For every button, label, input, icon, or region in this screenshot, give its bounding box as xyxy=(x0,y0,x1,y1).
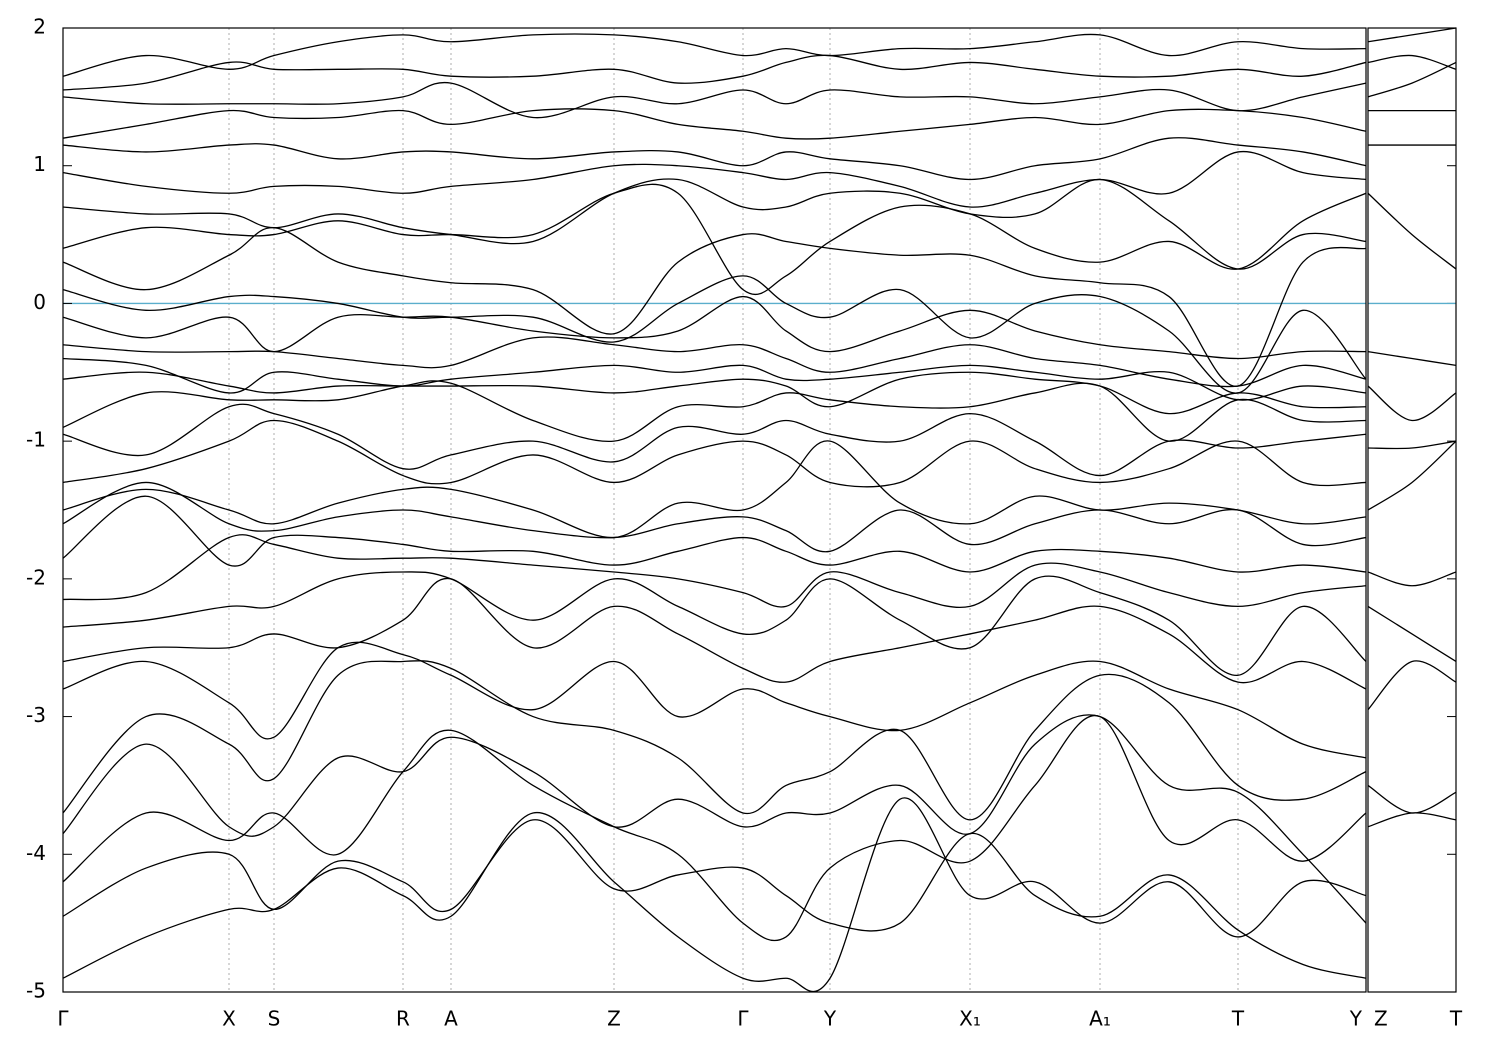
band-line xyxy=(62,380,1367,443)
band-line xyxy=(62,357,1367,401)
band-line xyxy=(62,578,1367,690)
band-line xyxy=(62,183,1367,296)
x-tick-label: Γ xyxy=(57,1007,69,1031)
x-tick-label: Y xyxy=(823,1007,837,1031)
y-tick-label: 2 xyxy=(33,15,46,39)
band-line xyxy=(62,33,1367,77)
x-tick-label: Z xyxy=(1374,1007,1388,1031)
y-tick-label: -1 xyxy=(26,428,46,452)
band-line xyxy=(62,295,1367,360)
band-line xyxy=(1367,440,1457,450)
band-line xyxy=(62,495,1367,573)
band-line xyxy=(1367,660,1457,711)
x-tick-label: R xyxy=(396,1007,410,1031)
band-line xyxy=(62,419,1367,488)
band-line xyxy=(62,108,1367,140)
x-tick-label: Y xyxy=(1349,1007,1363,1031)
x-tick-label: A₁ xyxy=(1089,1007,1111,1031)
band-line xyxy=(62,150,1367,208)
y-tick-label: 1 xyxy=(33,152,46,176)
band-line xyxy=(62,371,1367,415)
plot-frame xyxy=(1367,27,1457,993)
band-line xyxy=(1367,192,1457,270)
y-tick-label: -2 xyxy=(26,565,46,589)
x-tick-label: T xyxy=(1449,1007,1463,1031)
band-line xyxy=(62,137,1367,181)
plot-frame xyxy=(62,27,1367,993)
band-line xyxy=(62,403,1367,477)
band-line xyxy=(1367,350,1457,367)
x-tick-label: X xyxy=(222,1007,236,1031)
band-line xyxy=(62,336,1367,388)
band-line xyxy=(62,481,1367,553)
band-line xyxy=(1367,812,1457,828)
y-tick-label: -3 xyxy=(26,703,46,727)
band-line xyxy=(62,178,1367,270)
band-line xyxy=(1367,440,1457,511)
band-line xyxy=(62,819,1367,979)
x-tick-label: Z xyxy=(607,1007,621,1031)
band-line xyxy=(62,571,1367,676)
x-tick-label: A xyxy=(444,1007,458,1031)
y-tick-label: -5 xyxy=(26,979,46,1003)
x-tick-label: X₁ xyxy=(959,1007,981,1031)
x-tick-label: T xyxy=(1231,1007,1245,1031)
band-line xyxy=(62,440,1367,539)
band-line xyxy=(62,54,1367,91)
x-tick-label: Γ xyxy=(737,1007,749,1031)
band-line xyxy=(1367,571,1457,587)
band-line xyxy=(62,641,1367,759)
band-line xyxy=(1367,61,1457,98)
band-line xyxy=(1367,385,1457,422)
band-line xyxy=(62,275,1367,394)
y-tick-label: 0 xyxy=(33,290,46,314)
band-line xyxy=(1367,54,1457,70)
band-line xyxy=(62,227,1367,387)
band-line xyxy=(1367,27,1457,43)
y-tick-label: -4 xyxy=(26,841,46,865)
band-line xyxy=(62,534,1367,608)
band-line xyxy=(1367,605,1457,663)
band-line xyxy=(62,714,1367,924)
x-tick-label: S xyxy=(268,1007,281,1031)
band-line xyxy=(1367,784,1457,814)
band-line xyxy=(62,660,1367,821)
band-line xyxy=(62,81,1367,119)
band-line xyxy=(62,714,1367,942)
